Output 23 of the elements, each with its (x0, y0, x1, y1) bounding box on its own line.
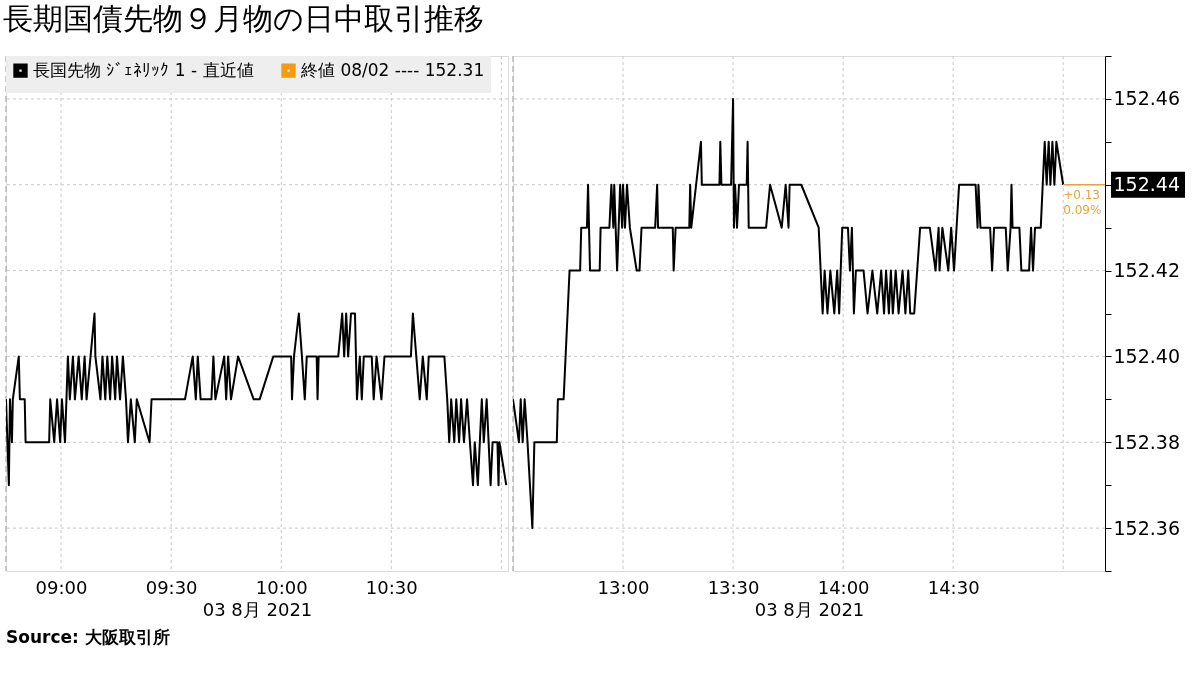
x-tick-label: 10:00 (255, 576, 308, 598)
y-tick-label: 152.40 (1113, 344, 1180, 367)
legend-label: 長国先物 ｼﾞｪﾈﾘｯｸ 1 - 直近値 (33, 59, 254, 80)
x-axis-title: 03 8月 2021 (202, 598, 313, 620)
x-axis-title: 03 8月 2021 (754, 598, 865, 620)
x-tick-label: 13:00 (597, 576, 650, 598)
x-tick-label: 13:30 (707, 576, 760, 598)
y-tick-label: 152.42 (1113, 259, 1180, 282)
y-tick-label: 152.46 (1113, 87, 1180, 110)
y-tick-label: 152.38 (1113, 430, 1180, 453)
annotation: 0.09% (1063, 202, 1102, 217)
x-tick-label: 14:30 (927, 576, 980, 598)
legend-label: 終値 08/02 ---- 152.31 (300, 59, 485, 80)
x-tick-label: 14:00 (817, 576, 870, 598)
annotation: +0.13 (1063, 187, 1100, 202)
chart-title: 長期国債先物９月物の日中取引推移 (2, 0, 484, 36)
x-tick-label: 09:30 (145, 576, 198, 598)
x-tick-label: 10:30 (365, 576, 418, 598)
x-tick-label: 09:00 (35, 576, 88, 598)
line-series (513, 97, 1065, 530)
y-tick-label: 152.36 (1113, 516, 1180, 539)
y-tick-label: 152.44 (1113, 173, 1180, 196)
source-note: Source: 大阪取引所 (6, 627, 170, 647)
